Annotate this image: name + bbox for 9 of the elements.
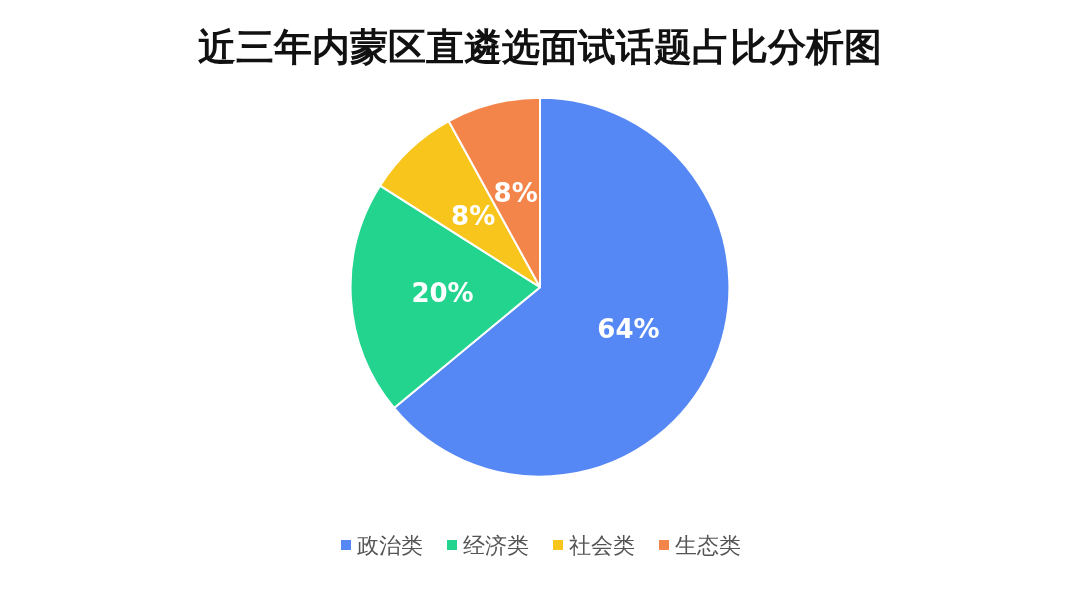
legend-label: 社会类 [569, 532, 635, 558]
legend-label: 经济类 [463, 532, 529, 558]
chart-title: 近三年内蒙区直遴选面试话题占比分析图 [198, 23, 882, 69]
legend-label: 政治类 [357, 532, 423, 558]
data-label: 8% [451, 200, 496, 231]
data-label: 8% [493, 177, 538, 208]
data-label: 64% [597, 313, 660, 344]
data-label: 20% [411, 278, 474, 309]
legend-label: 生态类 [675, 532, 741, 558]
